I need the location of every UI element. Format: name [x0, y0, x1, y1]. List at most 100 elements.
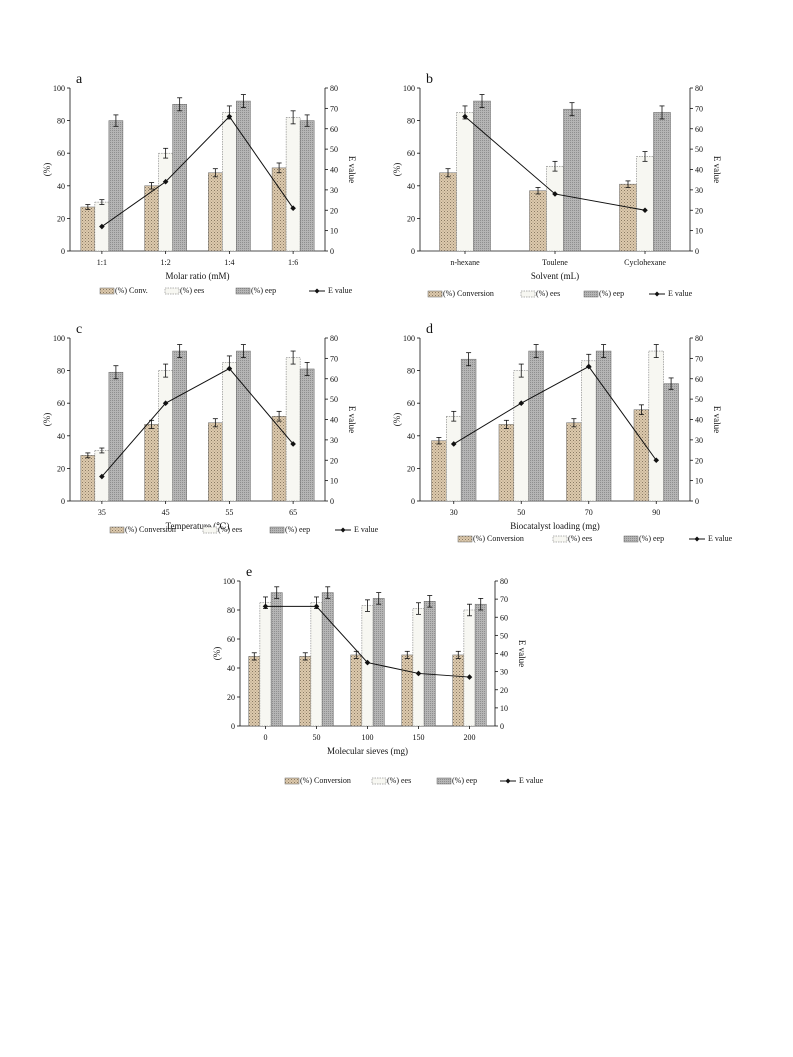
bar-eep — [663, 383, 679, 502]
x-tick-label: 35 — [98, 508, 106, 517]
error-bar — [638, 404, 644, 416]
bar-eep — [299, 368, 315, 502]
bar-ees — [412, 608, 425, 727]
evalue-line — [453, 365, 657, 461]
y2-tick-label: 0 — [695, 247, 699, 256]
bar-ees — [648, 350, 664, 502]
legend-marker-evalue — [340, 527, 346, 533]
error-bar — [659, 105, 665, 120]
evalue-point — [290, 205, 296, 212]
bar-conversion — [529, 190, 547, 252]
y-tick-label: 100 — [223, 577, 235, 586]
legend: (%) Conversion (%) ees (%) eep E value — [427, 289, 693, 298]
bar-eep — [299, 120, 315, 252]
y-tick-label: 40 — [407, 432, 415, 441]
legend: (%) Conv. (%) ees (%) eep E value — [99, 286, 353, 295]
error-bar — [177, 344, 183, 358]
y2-axis-title: E value — [347, 156, 357, 183]
error-bar — [325, 586, 331, 599]
error-bar — [445, 168, 451, 178]
bar-eep — [108, 371, 124, 502]
bar-ees — [581, 360, 597, 502]
error-bar — [569, 102, 575, 117]
bar-ees — [222, 112, 237, 252]
y-tick-label: 80 — [407, 367, 415, 376]
bar-eep — [460, 358, 477, 502]
y2-tick-label: 50 — [500, 631, 508, 640]
evalue-line — [101, 367, 294, 477]
legend-swatch-eep — [436, 777, 452, 785]
legend-label: (%) Conversion — [473, 534, 524, 543]
legend: (%) Conversion (%) ees (%) eep E value — [109, 525, 379, 534]
bar-eep — [321, 592, 334, 727]
x-axis-title: Solvent (mL) — [531, 271, 579, 281]
bar-conversion — [452, 654, 465, 727]
error-bar — [85, 452, 91, 459]
legend-swatch-ees — [371, 777, 387, 785]
x-axis-title: Biocatalyst loading (mg) — [510, 521, 599, 531]
error-bar — [518, 363, 524, 378]
bar-eep — [423, 601, 436, 727]
x-tick-label: 1:6 — [288, 258, 298, 267]
bar-ees — [310, 602, 323, 727]
chart-panel-a: a 0 20 40 60 80 100 0 10 20 30 40 50 60 70 80 (%) E value… — [40, 70, 370, 305]
panel-letter: b — [426, 72, 433, 87]
error-bar — [251, 652, 257, 661]
error-bar — [466, 352, 472, 367]
y2-tick-label: 60 — [695, 125, 703, 134]
error-bar — [240, 344, 246, 358]
legend-swatch-conversion — [457, 535, 473, 543]
bar-conversion — [498, 424, 515, 502]
error-bar — [653, 344, 659, 358]
y2-tick-label: 20 — [695, 456, 703, 465]
x-tick-label: 1:4 — [224, 258, 234, 267]
error-bar — [240, 94, 246, 108]
error-bar — [552, 160, 558, 172]
y-tick-label: 100 — [403, 84, 415, 93]
x-tick-label: 65 — [289, 508, 297, 517]
y-tick-label: 0 — [231, 722, 235, 731]
y-tick-label: 60 — [57, 399, 65, 408]
error-bar — [163, 147, 169, 159]
y-tick-label: 20 — [227, 693, 235, 702]
error-bar — [571, 418, 577, 428]
error-bar — [625, 180, 631, 188]
y-tick-label: 60 — [407, 149, 415, 158]
error-bar — [177, 97, 183, 112]
y2-tick-label: 80 — [500, 577, 508, 586]
y-tick-label: 0 — [61, 497, 65, 506]
bar-eep — [595, 350, 612, 502]
bar-ees — [546, 165, 564, 252]
chart-svg-b: b 0 20 40 60 80 100 0 10 20 30 40 50 60 70 80 (%) E value… — [392, 72, 722, 298]
x-tick-label: 70 — [585, 508, 593, 517]
y2-tick-label: 30 — [695, 186, 703, 195]
bar-conversion — [271, 415, 287, 502]
y-tick-label: 60 — [407, 399, 415, 408]
bar-ees — [222, 362, 237, 502]
y-axis-title: (%) — [392, 413, 402, 427]
bar-ees — [285, 357, 301, 502]
x-tick-label: 45 — [162, 508, 170, 517]
x-tick-label: 55 — [225, 508, 233, 517]
y2-tick-label: 30 — [695, 436, 703, 445]
y2-tick-label: 30 — [330, 186, 338, 195]
bar-eep — [474, 603, 487, 727]
legend: (%) Conversion (%) ees (%) eep E value — [457, 534, 733, 543]
y2-tick-label: 10 — [330, 227, 338, 236]
bar-conversion — [80, 455, 96, 502]
error-bar — [404, 650, 410, 659]
legend-label: (%) Conversion — [443, 289, 494, 298]
legend-swatch-conversion — [99, 287, 115, 295]
y2-tick-label: 30 — [330, 436, 338, 445]
y2-tick-label: 10 — [695, 227, 703, 236]
error-bar — [601, 344, 607, 358]
error-bar — [427, 595, 433, 608]
bar-eep — [653, 112, 671, 252]
error-bar — [479, 94, 485, 108]
y2-tick-label: 10 — [500, 704, 508, 713]
y2-tick-label: 60 — [695, 375, 703, 384]
error-bar — [212, 168, 218, 178]
bar-conversion — [431, 440, 447, 502]
chart-panel-e: e 0 20 40 60 80 100 0 10 20 30 40 50 60 70 80 (%) E value… — [210, 563, 544, 798]
legend-swatch-ees — [164, 287, 180, 295]
